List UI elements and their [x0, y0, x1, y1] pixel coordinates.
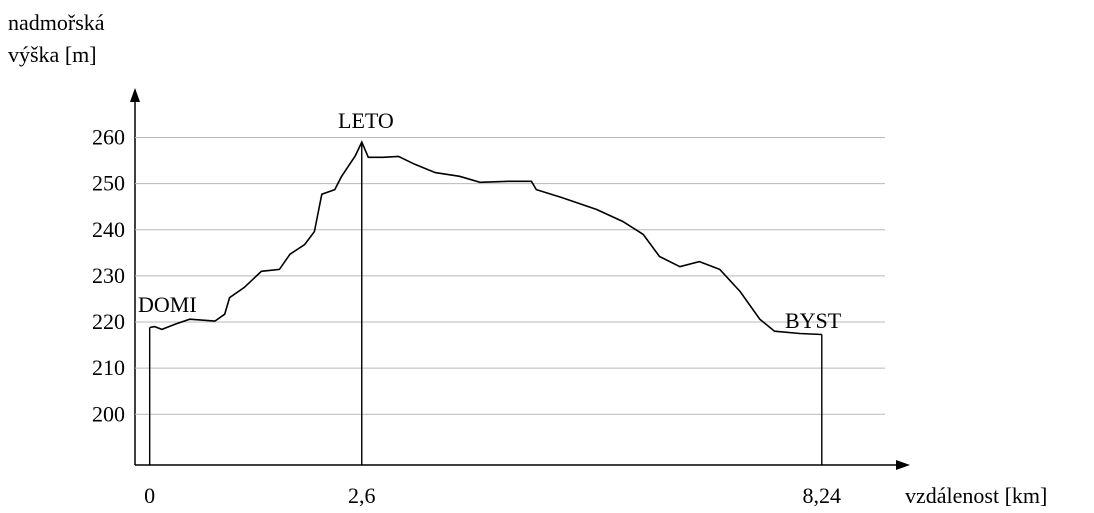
- point-label: DOMI: [138, 292, 197, 317]
- y-tick-label: 200: [92, 401, 125, 426]
- y-tick-label: 250: [92, 171, 125, 196]
- x-axis-arrow: [896, 460, 910, 470]
- point-label: BYST: [785, 308, 842, 333]
- y-tick-label: 230: [92, 263, 125, 288]
- x-tick-label: 2,6: [348, 483, 376, 508]
- x-tick-label: 0: [144, 483, 155, 508]
- x-tick-label: 8,24: [803, 483, 842, 508]
- x-axis-label: vzdálenost [km]: [905, 483, 1047, 508]
- profile-line: [149, 140, 822, 336]
- y-tick-label: 240: [92, 217, 125, 242]
- y-axis-label: výška [m]: [8, 42, 97, 67]
- point-label: LETO: [338, 108, 394, 133]
- y-tick-label: 260: [92, 125, 125, 150]
- y-axis-arrow: [130, 88, 140, 102]
- y-axis-label: nadmořská: [8, 10, 105, 35]
- y-tick-label: 210: [92, 355, 125, 380]
- y-tick-label: 220: [92, 309, 125, 334]
